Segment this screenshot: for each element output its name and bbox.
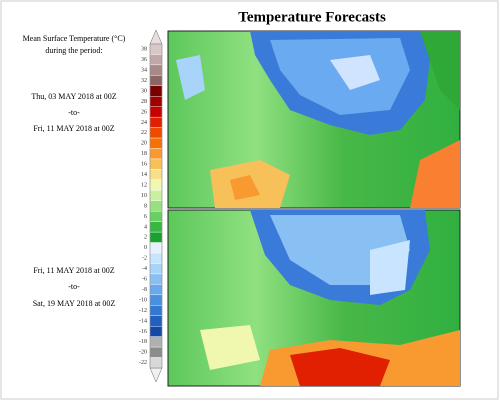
colorbar-label: 34 xyxy=(141,68,147,74)
colorbar-swatch xyxy=(149,96,163,107)
colorbar-label: 0 xyxy=(144,245,147,251)
colorbar-label: 8 xyxy=(144,203,147,209)
colorbar-swatch xyxy=(149,357,163,369)
colorbar-swatch xyxy=(149,231,163,243)
period-end: Fri, 11 MAY 2018 at 00Z xyxy=(33,124,114,133)
colorbar-swatch xyxy=(149,305,163,316)
colorbar-label: 4 xyxy=(144,224,147,230)
colorbar-swatch xyxy=(149,75,163,87)
map-top xyxy=(167,30,461,209)
colorbar-label: -22 xyxy=(139,360,147,366)
colorbar-label: -6 xyxy=(142,277,147,283)
colorbar-label: -14 xyxy=(139,318,147,324)
colorbar-label: 2 xyxy=(144,235,147,241)
period-end: Sat, 19 MAY 2018 at 00Z xyxy=(33,299,116,308)
colorbar: 38363432302826242220181614121086420-2-4-… xyxy=(139,29,163,383)
colorbar-label: -10 xyxy=(139,297,147,303)
colorbar-swatch xyxy=(149,336,163,348)
colorbar-swatch xyxy=(149,106,163,118)
colorbar-swatch xyxy=(149,315,163,327)
colorbar-swatch xyxy=(149,169,163,181)
colorbar-label: 26 xyxy=(141,109,147,115)
title: Temperature Forecasts xyxy=(238,9,386,25)
colorbar-swatch xyxy=(149,137,163,149)
colorbar-label: -20 xyxy=(139,350,147,356)
colorbar-swatch xyxy=(149,148,163,160)
legend-title: during the period: xyxy=(45,46,102,55)
colorbar-swatch xyxy=(149,211,163,222)
colorbar-label: -12 xyxy=(139,308,147,314)
map-bottom xyxy=(167,209,461,387)
period-sep: -to- xyxy=(68,282,80,291)
colorbar-swatch xyxy=(149,158,163,170)
colorbar-under xyxy=(149,367,163,383)
colorbar-swatch xyxy=(149,43,163,55)
colorbar-label: -16 xyxy=(139,329,147,335)
colorbar-swatch xyxy=(149,346,163,358)
colorbar-swatch xyxy=(149,190,163,201)
colorbar-label: 22 xyxy=(141,130,147,136)
legend-title: Mean Surface Temperature (°C) xyxy=(23,34,126,43)
colorbar-swatch xyxy=(149,273,163,285)
colorbar-label: 30 xyxy=(141,88,147,94)
colorbar-label: 14 xyxy=(141,172,147,178)
colorbar-swatch xyxy=(149,64,163,76)
colorbar-swatch xyxy=(149,284,163,296)
colorbar-label: 16 xyxy=(141,162,147,168)
colorbar-label: 28 xyxy=(141,99,147,105)
colorbar-swatch xyxy=(149,325,163,337)
colorbar-swatch xyxy=(149,242,163,254)
colorbar-border xyxy=(149,43,163,369)
colorbar-swatch xyxy=(149,221,163,233)
colorbar-swatch xyxy=(149,294,163,306)
period-start: Thu, 03 MAY 2018 at 00Z xyxy=(31,92,116,101)
colorbar-label: 24 xyxy=(141,120,147,126)
colorbar-label: 36 xyxy=(141,57,147,63)
period-start: Fri, 11 MAY 2018 at 00Z xyxy=(33,266,114,275)
colorbar-swatch xyxy=(149,179,163,191)
period-sep: -to- xyxy=(68,108,80,117)
colorbar-label: 6 xyxy=(144,214,147,220)
colorbar-swatch xyxy=(149,127,163,139)
colorbar-over xyxy=(149,29,163,45)
colorbar-label: -4 xyxy=(142,266,147,272)
colorbar-label: 32 xyxy=(141,78,147,84)
colorbar-label: 12 xyxy=(141,182,147,188)
colorbar-label: 20 xyxy=(141,141,147,147)
colorbar-swatch xyxy=(149,252,163,264)
colorbar-swatch xyxy=(149,85,163,97)
colorbar-label: -8 xyxy=(142,287,147,293)
colorbar-swatch xyxy=(149,263,163,275)
colorbar-swatch xyxy=(149,54,163,66)
colorbar-swatch xyxy=(149,200,163,212)
colorbar-label: -18 xyxy=(139,339,147,345)
colorbar-label: 10 xyxy=(141,193,147,199)
colorbar-swatch xyxy=(149,116,163,128)
colorbar-label: 38 xyxy=(141,47,147,53)
colorbar-label: -2 xyxy=(142,256,147,262)
colorbar-label: 18 xyxy=(141,151,147,157)
